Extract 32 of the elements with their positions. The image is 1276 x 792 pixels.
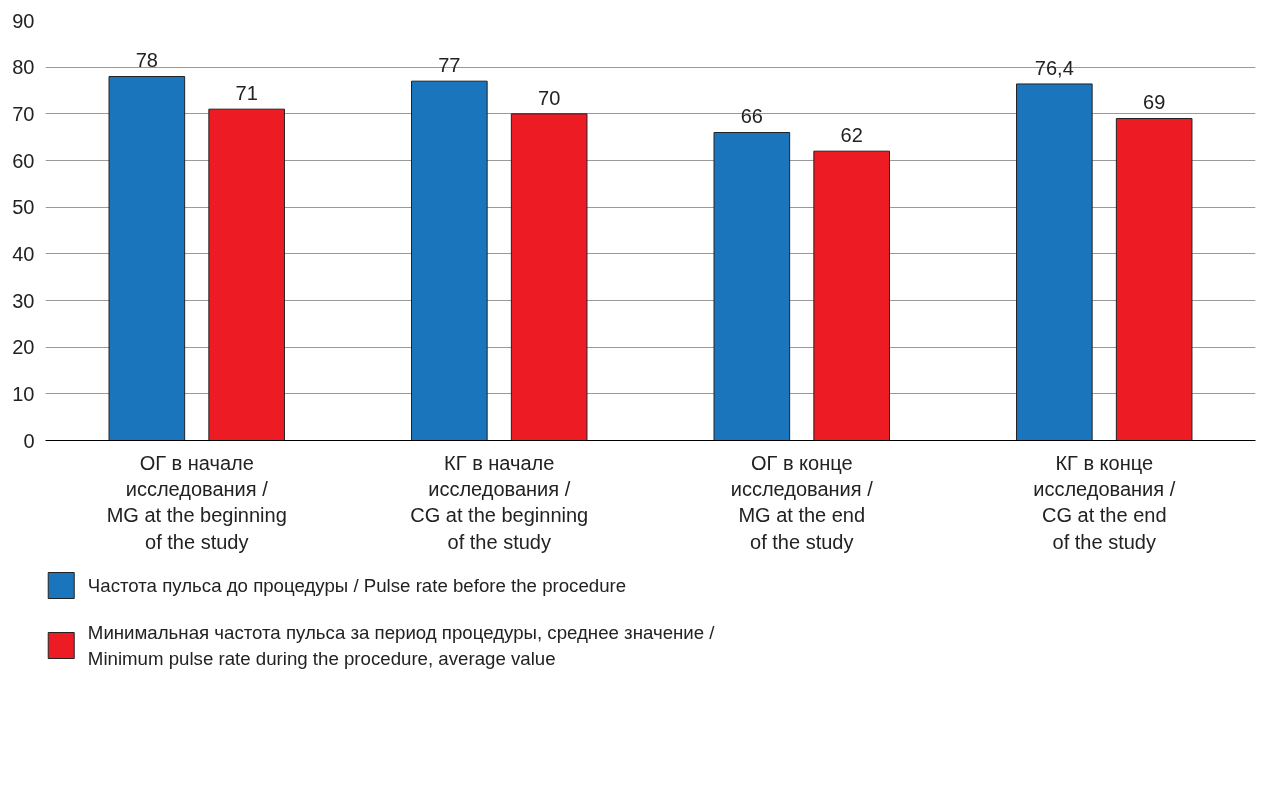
data-label: 76,4	[1034, 56, 1074, 79]
bar	[1016, 83, 1093, 441]
legend-label: Минимальная частота пульса за период процедуры, среднее значение / Minimum pulse rate during the procedure, average value	[87, 622, 716, 669]
data-label: 62	[840, 123, 863, 146]
y-tick-label: 20	[12, 336, 35, 359]
bar	[713, 132, 791, 441]
y-tick-label: 60	[12, 149, 35, 172]
data-label: 78	[135, 49, 158, 72]
y-tick-label: 50	[12, 196, 35, 219]
data-label: 70	[538, 86, 561, 109]
bar	[510, 113, 588, 441]
y-tick-label: 10	[12, 382, 35, 405]
legend-label: Частота пульса до процедуры / Pulse rate before the procedure	[87, 575, 627, 596]
y-tick-label: 0	[23, 429, 35, 452]
bar	[411, 80, 488, 441]
x-tick-label: КГ в начале исследования / CG at the beginning of the study	[410, 451, 589, 553]
data-label: 69	[1143, 91, 1166, 114]
data-label: 71	[235, 81, 258, 104]
y-tick-label: 80	[12, 56, 35, 79]
data-label: 77	[438, 53, 461, 76]
y-tick-label: 90	[12, 9, 35, 32]
y-tick-label: 70	[12, 102, 35, 125]
bar	[208, 108, 285, 441]
bar	[813, 150, 890, 441]
y-tick-label: 40	[12, 242, 35, 265]
data-label: 66	[740, 105, 763, 128]
x-tick-label: ОГ в конце исследования / MG at the end of the study	[730, 451, 874, 553]
x-tick-label: ОГ в начале исследования / MG at the beginning of the study	[106, 451, 287, 553]
x-tick-label: КГ в конце исследования / CG at the end of the study	[1033, 451, 1176, 553]
y-tick-label: 30	[12, 289, 35, 312]
bar	[1115, 118, 1193, 441]
bar	[108, 76, 186, 441]
